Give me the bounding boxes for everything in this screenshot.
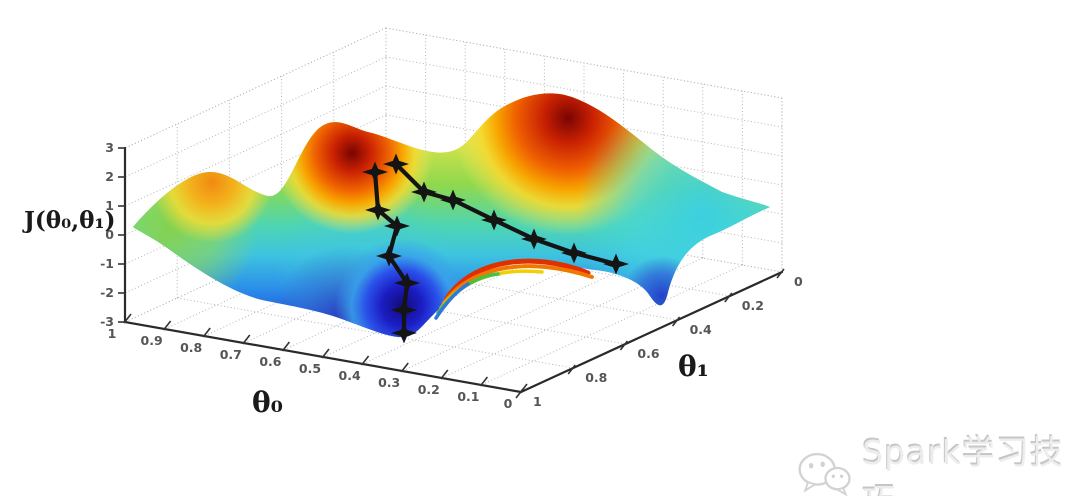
star-marker <box>383 153 409 175</box>
tick-label: 0.4 <box>339 368 361 383</box>
star-marker <box>411 181 437 203</box>
gradient-descent-paths <box>362 153 629 344</box>
tick-label: 0.4 <box>690 322 712 337</box>
tick-label: 1 <box>105 198 114 213</box>
tick-label: 0 <box>794 274 803 289</box>
star-marker <box>440 189 466 211</box>
tick-label: 0.6 <box>637 346 659 361</box>
tick-label: 0.6 <box>259 354 281 369</box>
x-axis-label: θ₀ <box>252 386 283 419</box>
watermark-text: Spark学习技巧 <box>862 433 1065 496</box>
tick-label: 0.8 <box>180 340 202 355</box>
tick-label: -2 <box>100 285 114 300</box>
tick-label: 0.3 <box>378 375 400 390</box>
tick-label: 1 <box>108 326 117 341</box>
star-marker <box>391 299 417 321</box>
star-marker <box>391 322 417 344</box>
star-marker <box>521 228 547 250</box>
tick-label: 2 <box>105 169 114 184</box>
tick-label: 1 <box>533 394 542 409</box>
z-axis-label: J(θ₀,θ₁) <box>24 207 116 234</box>
star-marker <box>362 161 388 183</box>
star-marker <box>376 245 402 267</box>
star-marker <box>603 253 629 275</box>
star-marker <box>561 242 587 264</box>
cost-surface <box>133 93 770 338</box>
star-marker <box>384 215 410 237</box>
tick-label: 0.7 <box>220 347 242 362</box>
y-axis-label: θ₁ <box>678 350 709 383</box>
gradient-descent-path-right <box>383 153 629 275</box>
tick-label: 0.9 <box>141 333 163 348</box>
watermark: Spark学习技巧 <box>795 426 1080 496</box>
wechat-icon <box>798 452 851 496</box>
tick-label: 3 <box>105 140 114 155</box>
star-marker <box>481 209 507 231</box>
surface-fold-edge <box>434 258 594 320</box>
tick-label: 0.2 <box>418 382 440 397</box>
tick-label: 0.2 <box>742 298 764 313</box>
tick-label: -1 <box>100 256 114 271</box>
tick-label: -3 <box>100 314 114 329</box>
star-marker <box>365 199 391 221</box>
tick-label: 0.8 <box>585 370 607 385</box>
tick-label: 0 <box>105 227 114 242</box>
tick-label: 0.5 <box>299 361 321 376</box>
tick-label: 0 <box>504 396 513 411</box>
tick-label: 0.1 <box>457 389 479 404</box>
star-marker <box>394 272 420 294</box>
gradient-descent-path-left <box>362 161 420 344</box>
